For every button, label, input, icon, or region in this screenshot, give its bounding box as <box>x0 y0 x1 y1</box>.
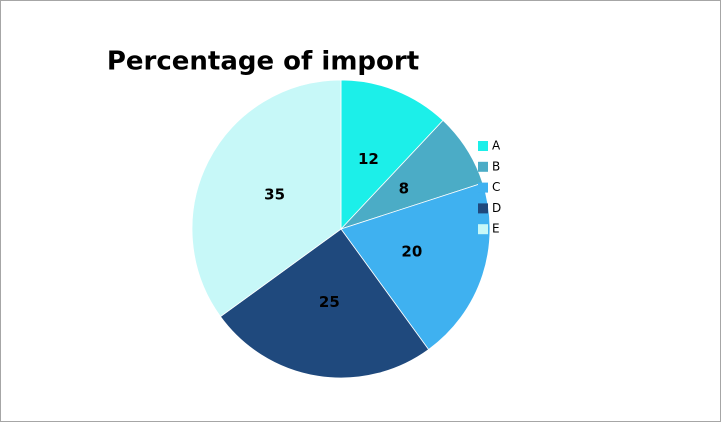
legend-label: B <box>492 159 500 173</box>
data-label: 8 <box>399 180 409 198</box>
pie-slice <box>340 79 444 231</box>
legend-swatch <box>478 203 488 214</box>
data-label: 25 <box>319 293 340 311</box>
legend-swatch <box>478 141 488 151</box>
pie-slice <box>340 182 491 351</box>
data-label: 35 <box>264 186 285 204</box>
pie-slice <box>219 228 430 379</box>
legend-label: E <box>492 222 500 236</box>
legend-label: A <box>492 139 501 153</box>
data-label: 12 <box>358 150 379 168</box>
legend-label: C <box>492 180 500 194</box>
pie-slice <box>191 79 342 318</box>
chart-title: Percentage of import <box>107 47 419 77</box>
legend-swatch <box>478 161 488 172</box>
data-label: 20 <box>401 243 422 261</box>
legend-swatch <box>478 224 488 235</box>
legend-swatch <box>478 182 488 193</box>
legend-label: D <box>492 201 501 215</box>
